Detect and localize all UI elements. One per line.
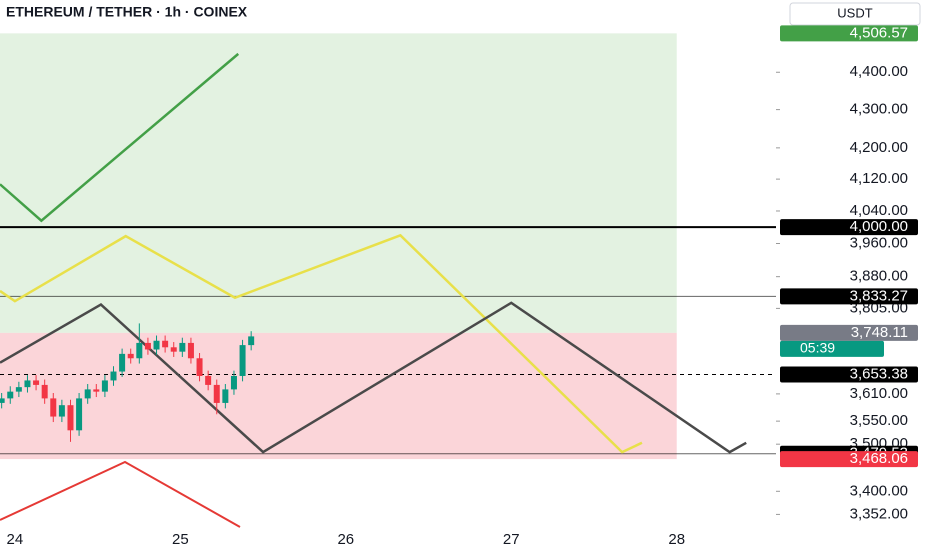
price-tag-label: 3,468.06 [850, 450, 908, 467]
y-tick-label: 4,300.00 [850, 101, 908, 118]
volume-drawing [0, 460, 241, 528]
price-tag [780, 451, 918, 468]
candle-body [101, 380, 108, 392]
y-tick-label: 3,550.00 [850, 412, 908, 429]
candle-body [248, 336, 255, 346]
drawing [0, 233, 643, 454]
price-tag [780, 366, 918, 383]
candle-body [7, 391, 14, 399]
x-tick-label: 24 [7, 531, 24, 548]
x-tick-label: 25 [172, 531, 189, 548]
y-tick-label: 3,880.00 [850, 268, 908, 285]
countdown: 05:39 [800, 340, 835, 356]
candle-body [33, 380, 40, 385]
candle-body [222, 389, 229, 403]
candle-body [179, 342, 186, 352]
candle-body [67, 405, 74, 431]
y-tick-label: 4,120.00 [850, 170, 908, 187]
candle-body [136, 342, 143, 359]
x-tick-label: 26 [337, 531, 354, 548]
y-tick-label: 3,960.00 [850, 234, 908, 251]
candle-body [196, 358, 203, 376]
candle-body [93, 389, 100, 392]
candle-body [84, 389, 91, 399]
candle-body [187, 342, 194, 359]
candle-body [162, 340, 169, 348]
x-tick-label: 28 [668, 531, 685, 548]
candle-body [41, 384, 48, 399]
price-tag [780, 219, 918, 236]
candle-body [205, 375, 212, 385]
candle-body [15, 387, 22, 392]
candle-body [50, 398, 57, 417]
candle-body [58, 405, 65, 417]
candle-body [119, 353, 126, 372]
price-tag [780, 25, 918, 42]
price-tag [780, 288, 918, 305]
drawing [0, 52, 240, 223]
y-tick-label: 4,400.00 [850, 63, 908, 80]
price-tag-label: 3,653.38 [850, 365, 908, 382]
candle-body [76, 398, 83, 431]
candle-body [239, 345, 246, 376]
candle-body [230, 375, 237, 390]
price-tag-label: 4,000.00 [850, 218, 908, 235]
zone [0, 33, 677, 333]
candle-body [0, 398, 5, 403]
candle-body [24, 380, 31, 388]
candle-body [144, 342, 151, 350]
countdown-tag [780, 340, 884, 357]
currency-box[interactable] [789, 2, 921, 26]
candle-body [110, 371, 117, 381]
y-tick-label: 4,040.00 [850, 202, 908, 219]
price-tag-label: 3,833.27 [850, 287, 908, 304]
x-tick-label: 27 [503, 531, 520, 548]
price-tag-label: 3,748.11 [851, 324, 908, 341]
currency: USDT [837, 5, 872, 20]
price-tag-label: 4,506.57 [850, 24, 908, 41]
zone [0, 332, 677, 460]
y-tick-label: 3,610.00 [850, 385, 908, 402]
y-tick-label: 3,400.00 [850, 482, 908, 499]
y-tick-label: 4,200.00 [850, 139, 908, 156]
candle-body [170, 347, 177, 352]
plot [0, 33, 776, 460]
candle-body [213, 384, 220, 403]
candle-body [127, 353, 134, 359]
price-tag [780, 324, 918, 341]
candle-body [153, 340, 160, 350]
y-tick-label: 3,352.00 [850, 505, 908, 522]
chart-title: ETHEREUM / TETHER · 1h · COINEX [6, 4, 248, 20]
drawing [0, 301, 747, 454]
